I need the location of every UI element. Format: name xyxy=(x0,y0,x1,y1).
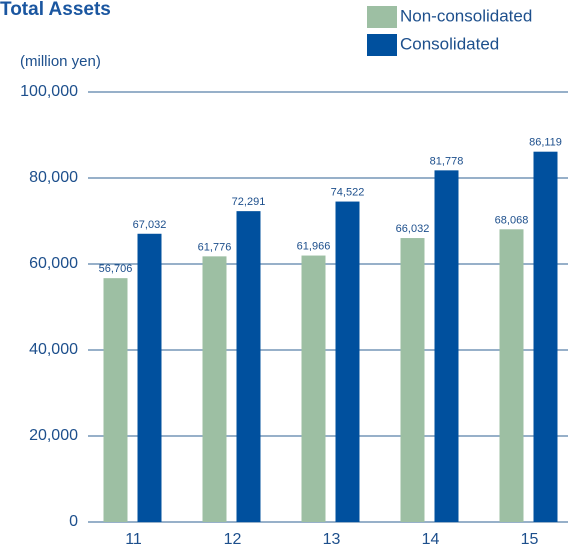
bar xyxy=(137,233,162,523)
value-label: 74,522 xyxy=(331,187,365,199)
y-tick-label: 0 xyxy=(69,513,78,530)
y-tick-label: 60,000 xyxy=(29,255,78,272)
value-label: 72,291 xyxy=(232,196,266,208)
y-tick-label: 20,000 xyxy=(29,427,78,444)
chart-title: Total Assets xyxy=(0,0,111,20)
value-label: 61,966 xyxy=(297,241,331,253)
bar xyxy=(434,170,459,522)
value-label: 56,706 xyxy=(99,263,133,275)
bar xyxy=(499,229,524,522)
legend-swatch xyxy=(367,6,397,28)
y-tick-label: 40,000 xyxy=(29,341,78,358)
legend-swatch xyxy=(367,34,397,56)
x-tick-label: 13 xyxy=(323,531,341,548)
bar xyxy=(400,238,425,523)
value-label: 68,068 xyxy=(495,214,529,226)
bar xyxy=(533,151,558,522)
bar xyxy=(202,256,227,522)
value-label: 67,032 xyxy=(133,219,167,231)
y-tick-label: 100,000 xyxy=(20,83,78,100)
x-tick-label: 15 xyxy=(521,531,539,548)
x-tick-label: 11 xyxy=(125,531,142,548)
bar xyxy=(335,201,360,522)
bar xyxy=(236,211,261,523)
value-label: 66,032 xyxy=(396,223,430,235)
legend-label: Non-consolidated xyxy=(400,6,532,25)
y-axis-label: (million yen) xyxy=(20,53,101,70)
x-tick-label: 14 xyxy=(422,531,440,548)
x-tick-label: 12 xyxy=(224,531,242,548)
y-tick-label: 80,000 xyxy=(29,169,78,186)
value-label: 86,119 xyxy=(529,137,562,149)
value-label: 61,776 xyxy=(198,241,232,253)
legend-label: Consolidated xyxy=(400,34,499,53)
bar xyxy=(103,278,128,522)
value-label: 81,778 xyxy=(430,155,464,167)
bar xyxy=(301,255,326,522)
